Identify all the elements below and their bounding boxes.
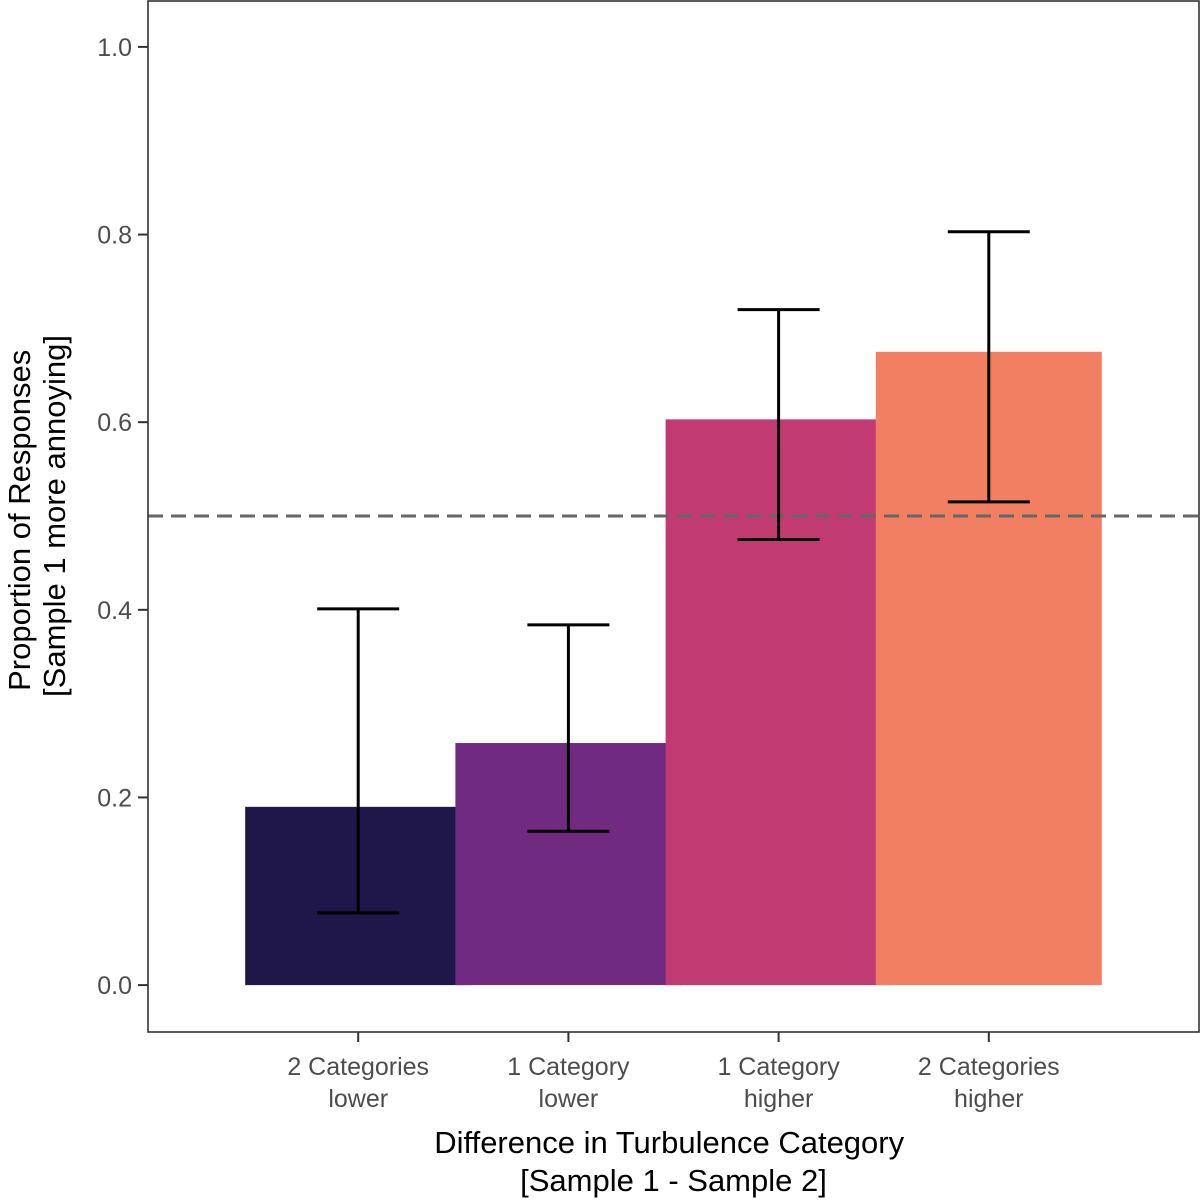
x-tick-label-3-line-1: 1 Category [717,1053,840,1081]
y-axis: 0.0 0.2 0.4 0.6 0.8 1.0 [97,34,148,1000]
y-axis-title-line-1: Proportion of Responses [2,350,37,691]
x-axis-title-line-1: Difference in Turbulence Category [434,1125,904,1160]
y-axis-title: Proportion of Responses [Sample 1 more a… [2,335,72,697]
bars-layer [245,351,1102,986]
x-tick-label-4-line-1: 2 Categories [918,1053,1060,1081]
x-axis-title: Difference in Turbulence Category [Sampl… [434,1125,912,1198]
x-tick-label-1-line-2: lower [328,1085,388,1113]
y-tick-label-2: 0.2 [97,784,132,812]
x-tick-label-1: 2 Categories lower [287,1053,429,1113]
x-tick-label-1-line-1: 2 Categories [287,1053,429,1081]
x-axis-title-line-2: [Sample 1 - Sample 2] [520,1163,827,1198]
y-axis-title-line-2: [Sample 1 more annoying] [37,335,72,697]
x-tick-label-4: 2 Categories higher [918,1053,1060,1113]
plot-panel-border [147,0,1200,1033]
x-tick-label-4-line-2: higher [954,1085,1024,1113]
x-tick-label-2: 1 Category lower [507,1053,630,1113]
y-tick-label-4: 0.6 [97,409,132,437]
x-tick-label-2-line-2: lower [539,1085,599,1113]
x-tick-label-3: 1 Category higher [717,1053,840,1113]
error-bars-layer [317,230,1030,915]
y-tick-label-6: 1.0 [97,34,132,62]
y-tick-label-5: 0.8 [97,222,132,250]
y-tick-label-1: 0.0 [97,972,132,1000]
y-tick-label-3: 0.4 [97,597,132,625]
x-tick-label-3-line-2: higher [744,1085,814,1113]
x-tick-label-2-line-1: 1 Category [507,1053,630,1081]
